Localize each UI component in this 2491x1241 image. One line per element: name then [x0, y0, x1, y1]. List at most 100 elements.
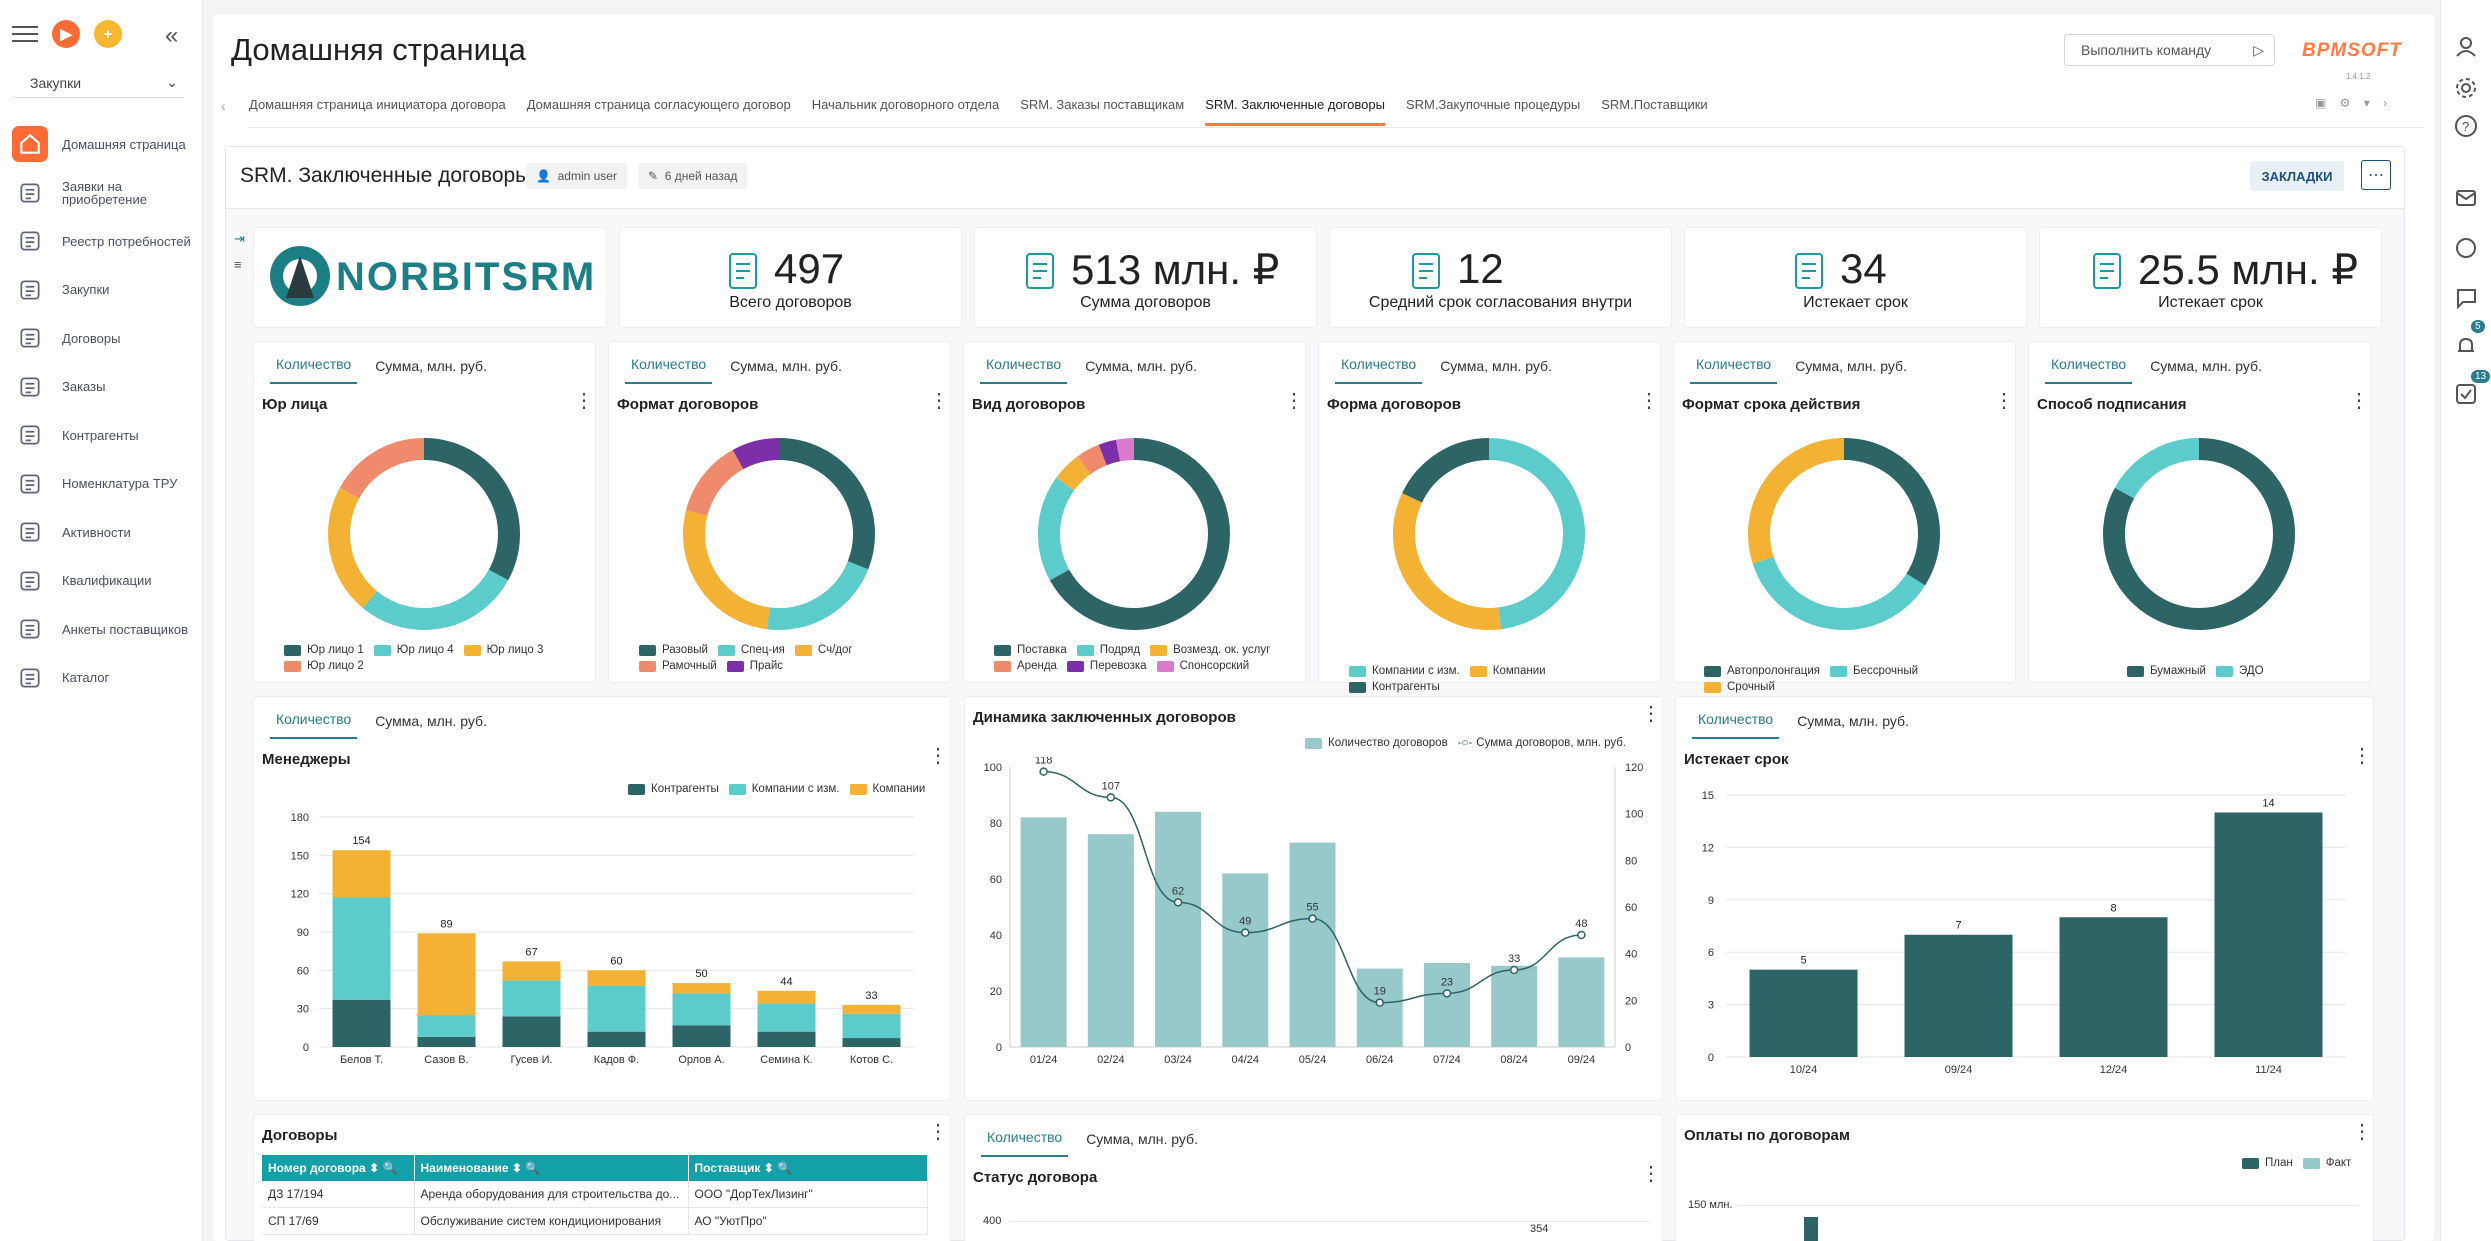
- kebab-icon[interactable]: ⋮: [1284, 390, 1304, 412]
- column-header[interactable]: Номер договора ⬍ 🔍: [262, 1155, 415, 1181]
- nav-item[interactable]: Каталог: [12, 654, 197, 703]
- tab-item[interactable]: Домашняя страница инициатора договора: [249, 97, 506, 112]
- legend-item[interactable]: Перевозка: [1066, 660, 1147, 672]
- column-header[interactable]: Поставщик ⬍ 🔍: [688, 1155, 928, 1181]
- tab-sum[interactable]: Сумма, млн. руб.: [1440, 358, 1552, 374]
- legend-item[interactable]: Бессрочный: [1830, 665, 1918, 677]
- filter-icon[interactable]: ≡: [234, 257, 242, 272]
- nav-item[interactable]: Договоры: [12, 314, 197, 363]
- legend-item[interactable]: Юр лицо 4: [373, 644, 454, 656]
- y-tick: 20: [990, 986, 1002, 998]
- legend-item[interactable]: Рамочный: [639, 660, 717, 672]
- nav-item[interactable]: Закупки: [12, 266, 197, 315]
- tabs-prev-icon[interactable]: ‹: [221, 98, 226, 114]
- kebab-icon[interactable]: ⋮: [574, 390, 594, 412]
- tab-count[interactable]: Количество: [625, 356, 713, 384]
- kebab-icon[interactable]: ⋮: [1641, 703, 1661, 725]
- kebab-icon[interactable]: ⋮: [929, 390, 949, 412]
- legend-item[interactable]: Разовый: [639, 644, 708, 656]
- tab-item[interactable]: SRM.Поставщики: [1601, 97, 1708, 112]
- tab-count[interactable]: Количество: [1335, 356, 1423, 384]
- tab-count[interactable]: Количество: [270, 711, 358, 739]
- collapse-icon[interactable]: «: [165, 22, 179, 49]
- legend-item[interactable]: Сч/дог: [794, 644, 853, 656]
- nav-item[interactable]: Контрагенты: [12, 411, 197, 460]
- tab-sum[interactable]: Сумма, млн. руб.: [1795, 358, 1907, 374]
- legend-item[interactable]: Спец-ия: [717, 644, 785, 656]
- legend-item[interactable]: Срочный: [1704, 681, 1775, 693]
- legend-item[interactable]: Возмезд. ок. услуг: [1150, 644, 1270, 656]
- column-header[interactable]: Наименование ⬍ 🔍: [414, 1155, 689, 1181]
- page-title[interactable]: Домашняя страница: [231, 32, 526, 67]
- nav-item[interactable]: Заявки на приобретение: [12, 169, 197, 218]
- expand-icon[interactable]: ⇥: [234, 231, 245, 246]
- tab-tools[interactable]: ▣ ⚙ ▾ ›: [2315, 96, 2388, 110]
- tab-item[interactable]: Начальник договорного отдела: [811, 97, 1000, 112]
- mail-icon[interactable]: [2454, 186, 2478, 210]
- legend-item[interactable]: Автопролонгация: [1704, 665, 1820, 677]
- tab-sum[interactable]: Сумма, млн. руб.: [1797, 713, 1909, 729]
- bell-icon[interactable]: [2454, 334, 2478, 358]
- nav-item[interactable]: Заказы: [12, 363, 197, 412]
- table-row[interactable]: СП 17/69 Обслуживание систем кондициониро…: [262, 1207, 928, 1235]
- nav-item[interactable]: Домашняя страница: [12, 120, 197, 169]
- gear-icon[interactable]: [2454, 76, 2478, 100]
- message-icon[interactable]: [2454, 286, 2478, 310]
- nav-item[interactable]: Номенклатура ТРУ: [12, 460, 197, 509]
- legend-item[interactable]: Бумажный: [2127, 665, 2206, 677]
- tab-sum[interactable]: Сумма, млн. руб.: [375, 358, 487, 374]
- bookmarks-button[interactable]: ЗАКЛАДКИ: [2250, 161, 2344, 191]
- command-input[interactable]: Выполнить команду ▷: [2064, 34, 2275, 66]
- tab-item[interactable]: SRM. Заключенные договоры: [1205, 83, 1385, 126]
- play-icon[interactable]: ▶: [52, 20, 80, 48]
- tab-count[interactable]: Количество: [2045, 356, 2133, 384]
- legend-item[interactable]: Спонсорский: [1156, 660, 1249, 672]
- legend-item[interactable]: Юр лицо 2: [284, 660, 364, 672]
- legend-item[interactable]: Компании с изм.: [1349, 665, 1460, 677]
- tab-count[interactable]: Количество: [981, 1129, 1069, 1157]
- legend-item[interactable]: Компании: [1469, 665, 1546, 677]
- tab-count[interactable]: Количество: [1692, 711, 1780, 739]
- kebab-icon[interactable]: ⋮: [928, 745, 948, 767]
- tab-item[interactable]: SRM.Закупочные процедуры: [1405, 97, 1581, 112]
- legend-item[interactable]: Юр лицо 1: [284, 644, 364, 656]
- kebab-icon[interactable]: ⋮: [2352, 1121, 2372, 1143]
- more-button[interactable]: ⋯: [2361, 160, 2391, 190]
- add-icon[interactable]: +: [94, 20, 122, 48]
- kebab-icon[interactable]: ⋮: [928, 1121, 948, 1143]
- legend-item[interactable]: ЭДО: [2215, 665, 2264, 677]
- legend-item[interactable]: Подряд: [1076, 644, 1140, 656]
- nav-item[interactable]: Реестр потребностей: [12, 217, 197, 266]
- nav-item[interactable]: Квалификации: [12, 557, 197, 606]
- kebab-icon[interactable]: ⋮: [2349, 390, 2369, 412]
- tab-item[interactable]: SRM. Заказы поставщикам: [1020, 97, 1185, 112]
- table-row[interactable]: ДЗ 17/194 Аренда оборудования для строите…: [262, 1181, 928, 1208]
- run-icon[interactable]: ▷: [2253, 41, 2264, 58]
- tab-item[interactable]: Домашняя страница согласующего договор: [526, 97, 791, 112]
- legend-item[interactable]: Аренда: [994, 660, 1057, 672]
- tab-sum[interactable]: Сумма, млн. руб.: [375, 713, 487, 729]
- nav-item[interactable]: Анкеты поставщиков: [12, 605, 197, 654]
- workspace-select[interactable]: Закупки ⌄: [14, 68, 184, 98]
- menu-icon[interactable]: [12, 21, 38, 47]
- tab-count[interactable]: Количество: [980, 356, 1068, 384]
- legend-item[interactable]: Контрагенты: [1349, 681, 1440, 693]
- nav-item[interactable]: Активности: [12, 508, 197, 557]
- tab-sum[interactable]: Сумма, млн. руб.: [730, 358, 842, 374]
- tab-count[interactable]: Количество: [270, 356, 358, 384]
- tab-sum[interactable]: Сумма, млн. руб.: [2150, 358, 2262, 374]
- user-icon[interactable]: [2454, 34, 2478, 58]
- tab-sum[interactable]: Сумма, млн. руб.: [1085, 358, 1197, 374]
- kebab-icon[interactable]: ⋮: [1994, 390, 2014, 412]
- legend-item[interactable]: Поставка: [994, 644, 1067, 656]
- legend-item[interactable]: Прайс: [726, 660, 783, 672]
- kebab-icon[interactable]: ⋮: [2352, 745, 2372, 767]
- tasks-icon[interactable]: [2454, 382, 2478, 406]
- chat-icon[interactable]: [2454, 236, 2478, 260]
- kebab-icon[interactable]: ⋮: [1641, 1163, 1661, 1185]
- legend-item[interactable]: Юр лицо 3: [463, 644, 543, 656]
- tab-sum[interactable]: Сумма, млн. руб.: [1086, 1131, 1198, 1147]
- tab-count[interactable]: Количество: [1690, 356, 1778, 384]
- kebab-icon[interactable]: ⋮: [1639, 390, 1659, 412]
- help-icon[interactable]: ?: [2454, 114, 2478, 138]
